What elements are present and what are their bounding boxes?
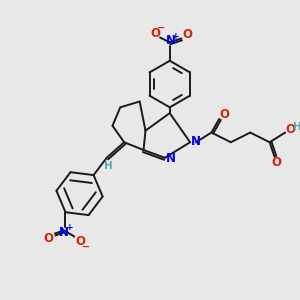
Text: O: O: [43, 232, 53, 245]
Text: N: N: [166, 34, 176, 47]
Text: −: −: [157, 23, 165, 33]
Text: O: O: [285, 123, 295, 136]
Text: −: −: [82, 242, 90, 252]
Text: +: +: [172, 32, 179, 41]
Text: O: O: [75, 235, 85, 248]
Text: O: O: [219, 108, 229, 121]
Text: N: N: [58, 226, 68, 239]
Text: O: O: [272, 156, 281, 169]
Text: O: O: [150, 27, 160, 40]
Text: H: H: [293, 122, 300, 132]
Text: N: N: [166, 152, 176, 165]
Text: +: +: [66, 223, 73, 232]
Text: H: H: [104, 161, 113, 172]
Text: O: O: [182, 28, 192, 41]
Text: N: N: [191, 135, 201, 148]
